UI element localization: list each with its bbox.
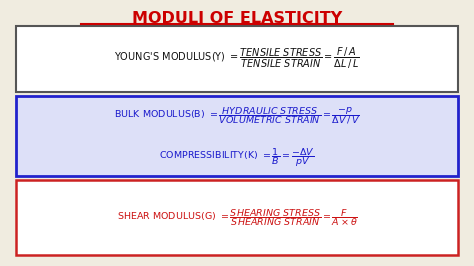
Text: YOUNG'S MODULUS(Y) $=\dfrac{\mathit{TENSILE\ STRESS}}{\mathit{TENSILE\ STRAIN}}=: YOUNG'S MODULUS(Y) $=\dfrac{\mathit{TENS… <box>114 45 360 70</box>
FancyBboxPatch shape <box>16 26 458 92</box>
Text: SHEAR MODULUS(G) $=\dfrac{\mathit{SHEARING\ STRESS}}{\mathit{SHEARING\ STRAIN}}=: SHEAR MODULUS(G) $=\dfrac{\mathit{SHEARI… <box>117 207 357 228</box>
Text: MODULI OF ELASTICITY: MODULI OF ELASTICITY <box>132 11 342 26</box>
Text: BULK MODULUS(B) $=\dfrac{\mathit{HYDRAULIC\ STRESS}}{\mathit{VOLUMETRIC\ STRAIN}: BULK MODULUS(B) $=\dfrac{\mathit{HYDRAUL… <box>114 105 360 126</box>
FancyBboxPatch shape <box>16 96 458 176</box>
Text: COMPRESSIBILITY(K) $=\dfrac{1}{B}=\dfrac{-\Delta V}{pV}$: COMPRESSIBILITY(K) $=\dfrac{1}{B}=\dfrac… <box>159 147 315 169</box>
FancyBboxPatch shape <box>16 180 458 255</box>
